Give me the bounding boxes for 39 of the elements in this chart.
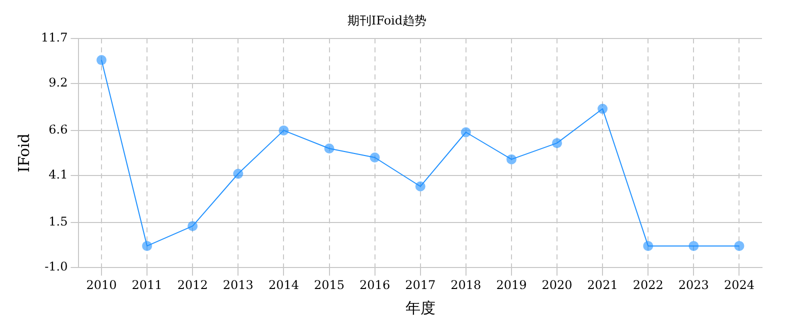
y-tick-label: 1.5 — [48, 214, 68, 229]
point — [643, 240, 654, 251]
point — [415, 181, 426, 192]
point — [688, 240, 699, 251]
y-tick-label: 6.6 — [48, 122, 68, 137]
x-tick-label: 2010 — [86, 278, 117, 292]
x-tick-label: 2011 — [132, 278, 162, 292]
chart-title: 期刊IFoid趋势 — [347, 13, 427, 28]
point — [552, 138, 562, 148]
x-tick-label: 2020 — [542, 278, 572, 292]
x-tick-label: 2017 — [405, 278, 436, 292]
y-tick-label: -1.0 — [44, 260, 68, 274]
x-tick-label: 2012 — [177, 278, 208, 292]
point — [598, 104, 608, 114]
point — [324, 143, 334, 154]
x-axis-title: 年度 — [405, 298, 436, 317]
y-tick-label: 9.2 — [48, 76, 68, 90]
x-tick-label: 2016 — [360, 278, 390, 292]
point — [233, 168, 244, 179]
x-tick-label: 2022 — [632, 278, 664, 292]
y-tick-label: 11.7 — [41, 30, 68, 45]
point — [278, 125, 289, 136]
y-tick-label: 4.1 — [48, 168, 68, 182]
point — [142, 240, 152, 251]
x-tick-label: 2014 — [268, 278, 300, 292]
point — [188, 221, 198, 232]
point — [96, 55, 106, 66]
point — [460, 127, 471, 138]
point — [370, 152, 380, 163]
point — [734, 240, 744, 251]
x-tick-label: 2019 — [496, 278, 527, 292]
point — [506, 154, 516, 164]
x-tick-label: 2013 — [222, 278, 254, 292]
x-tick-label: 2018 — [450, 278, 482, 292]
x-tick-label: 2023 — [678, 278, 709, 292]
x-tick-label: 2021 — [587, 278, 618, 292]
y-axis-title: IFoid — [14, 133, 33, 172]
x-tick-label: 2015 — [314, 278, 345, 292]
x-tick-label: 2024 — [724, 278, 755, 292]
